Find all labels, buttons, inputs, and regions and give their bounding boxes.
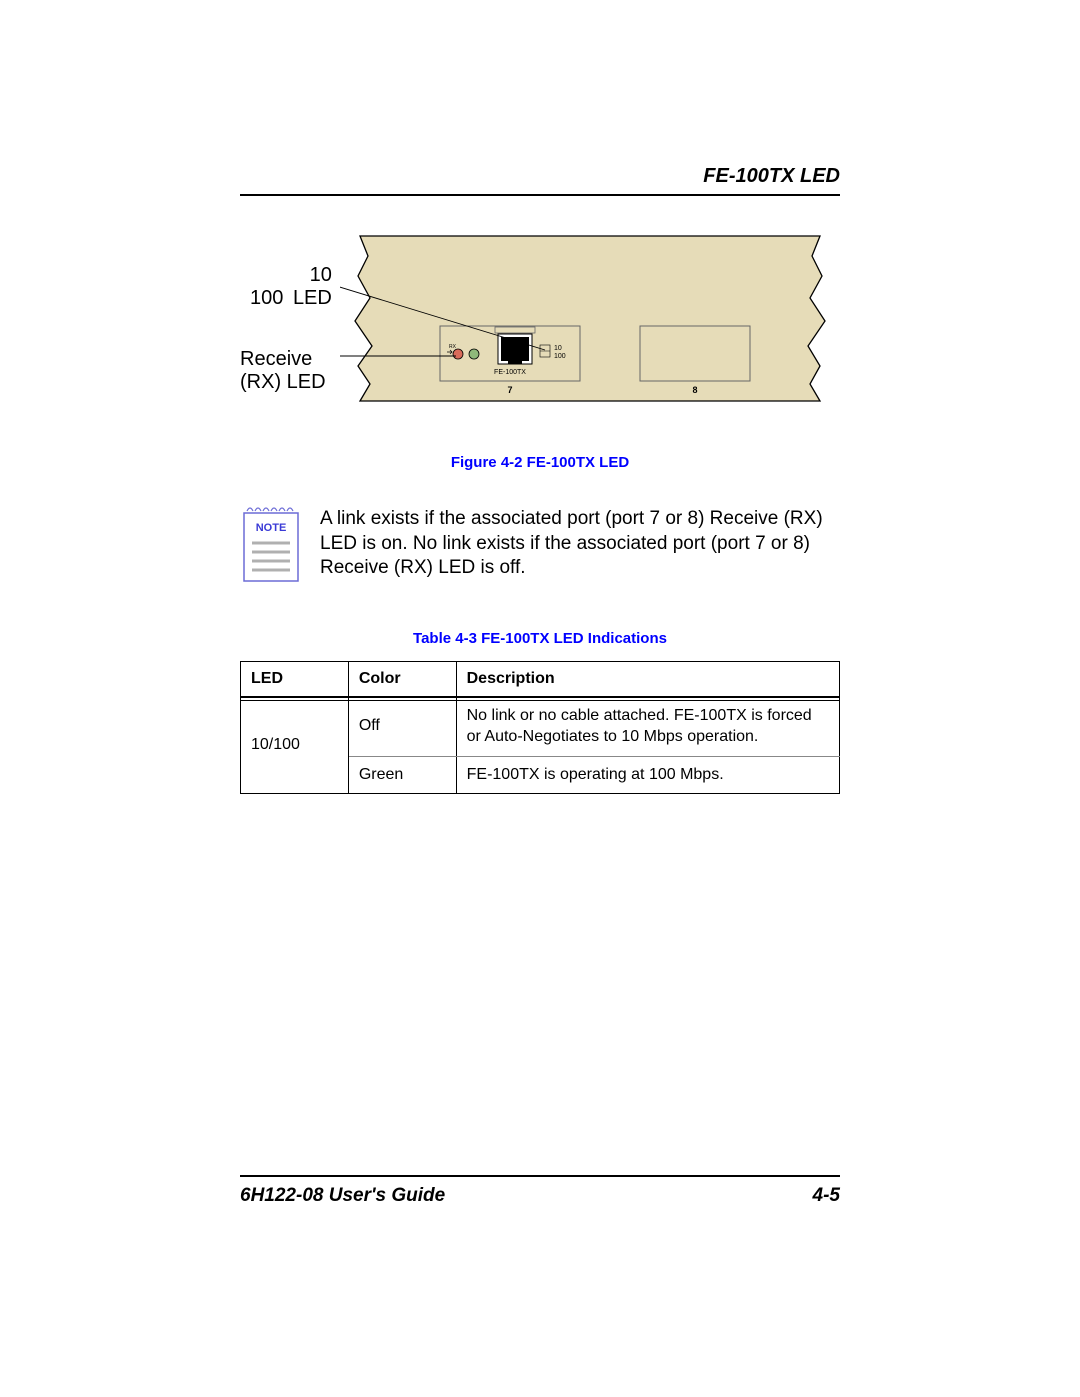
callout-receive-rx-led: Receive (RX) LED [240,348,326,394]
col-led: LED [241,662,349,698]
cell-desc: FE-100TX is operating at 100 Mbps. [456,756,839,794]
footer-rule [240,1175,840,1177]
page-footer: 6H122-08 User's Guide 4-5 [240,1175,840,1207]
note-text: A link exists if the associated port (po… [320,507,840,590]
callout-rx-line1: Receive [240,348,312,370]
rx-label: RX [449,344,457,350]
port7-number: 7 [507,385,512,395]
led-indications-table: LED Color Description 10/100 Off No link… [240,661,840,794]
callout-100: 100 [250,287,283,309]
svg-text:NOTE: NOTE [256,522,287,534]
table-row: 10/100 Off No link or no cable attached.… [241,697,840,756]
rx-led-icon [453,349,463,359]
page-content: FE-100TX LED 10 100 LED Receive (RX) LED [240,165,840,794]
footer-page-number: 4-5 [813,1185,840,1207]
figure-area: 10 100 LED Receive (RX) LED [240,226,840,446]
panel-shape [355,236,825,401]
table-caption: Table 4-3 FE-100TX LED Indications [240,630,840,647]
label-100: 100 [554,353,566,360]
callout-rx-line2: (RX) LED [240,371,326,393]
table-header-row: LED Color Description [241,662,840,698]
callout-led-word: LED [289,287,332,310]
figure-caption: Figure 4-2 FE-100TX LED [240,454,840,471]
col-color: Color [348,662,456,698]
cell-led: 10/100 [241,697,349,794]
note-icon: NOTE [240,507,302,590]
label-10: 10 [554,345,562,352]
module-label: FE-100TX [494,369,526,376]
page-header-title: FE-100TX LED [240,165,840,194]
port8-number: 8 [692,385,697,395]
cell-color: Off [348,697,456,756]
cell-color: Green [348,756,456,794]
callout-10-100-led: 10 100 LED [250,264,332,310]
footer-guide-title: 6H122-08 User's Guide [240,1185,445,1207]
cell-desc: No link or no cable attached. FE-100TX i… [456,697,839,756]
header-rule [240,194,840,196]
callout-10: 10 [310,264,332,286]
note-block: NOTE A link exists if the associated por… [240,507,840,590]
rj45-port-icon [498,334,532,364]
device-diagram: RX 10 100 FE-100TX 7 8 [340,226,840,426]
col-desc: Description [456,662,839,698]
speed-led-icon [469,349,479,359]
